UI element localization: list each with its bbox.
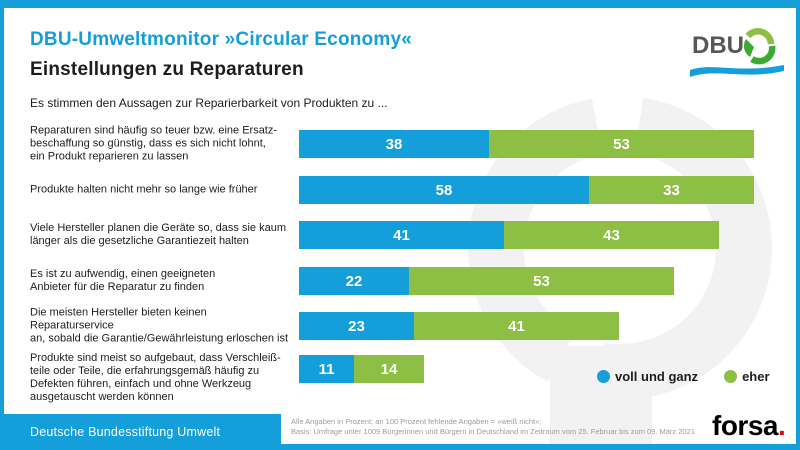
bar-value: 41 (508, 317, 525, 335)
bar-segment-voll-und-ganz: 58 (299, 176, 589, 204)
report-series-title: DBU-Umweltmonitor »Circular Economy« (30, 29, 412, 50)
row-label: Es ist zu aufwendig, einen geeigneten An… (30, 268, 216, 293)
footnote-line-2: Basis: Umfrage unter 1009 Bürgerinnen un… (291, 427, 695, 436)
forsa-logo: forsa. (712, 410, 786, 442)
bar-value: 58 (435, 181, 453, 199)
legend-item-voll-und-ganz: voll und ganz (597, 369, 698, 384)
stacked-bar: 23 41 (299, 312, 619, 340)
legend-item-eher: eher (724, 369, 770, 384)
row-label: Reparaturen sind häufig so teuer bzw. ei… (30, 124, 278, 163)
stacked-bar: 11 14 (299, 355, 424, 383)
footnote-line-1: Alle Angaben in Prozent; an 100 Prozent … (291, 417, 542, 426)
bar-segment-voll-und-ganz: 38 (299, 130, 489, 158)
dbu-logo-text: DBU (692, 32, 744, 59)
row-label: Produkte halten nicht mehr so lange wie … (30, 183, 258, 196)
bar-segment-eher: 41 (414, 312, 619, 340)
legend-dot-green-icon (724, 370, 738, 383)
bar-segment-voll-und-ganz: 23 (299, 312, 414, 340)
chart-legend: voll und ganz eher (597, 369, 770, 384)
bar-segment-eher: 53 (489, 130, 754, 158)
row-label: Die meisten Hersteller bieten keinen Rep… (30, 306, 289, 345)
stacked-bar: 41 43 (299, 221, 719, 249)
bar-segment-voll-und-ganz: 41 (299, 221, 504, 249)
row-label: Viele Hersteller planen die Geräte so, d… (30, 222, 286, 247)
bar-value: 14 (380, 360, 398, 378)
bar-value: 53 (533, 272, 550, 290)
footer-org-name: Deutsche Bundesstiftung Umwelt (30, 425, 221, 439)
bar-segment-voll-und-ganz: 11 (299, 355, 354, 383)
legend-label: eher (742, 369, 770, 384)
bar-value: 22 (345, 272, 363, 290)
bar-segment-voll-und-ganz: 22 (299, 267, 409, 295)
bar-value: 11 (318, 360, 335, 378)
footnote: Alle Angaben in Prozent; an 100 Prozent … (291, 417, 695, 437)
chart-question-subtitle: Es stimmen den Aussagen zur Reparierbark… (30, 96, 388, 110)
bar-value: 53 (613, 135, 630, 153)
bar-value: 23 (348, 317, 365, 335)
bar-segment-eher: 53 (409, 267, 674, 295)
dbu-logo-graphic-icon (690, 28, 784, 77)
stacked-bar: 38 53 (299, 130, 754, 158)
bar-value: 43 (603, 226, 620, 244)
forsa-logo-dot: . (777, 410, 786, 441)
forsa-logo-text: forsa (712, 410, 778, 441)
legend-label: voll und ganz (615, 369, 699, 384)
bar-segment-eher: 33 (589, 176, 754, 204)
bar-value: 41 (393, 226, 410, 244)
bar-value: 33 (663, 181, 680, 199)
dbu-logo: DBU (688, 26, 788, 80)
bar-segment-eher: 43 (504, 221, 719, 249)
bar-segment-eher: 14 (354, 355, 424, 383)
row-label: Produkte sind meist so aufgebaut, dass V… (30, 352, 281, 403)
stacked-bar: 22 53 (299, 267, 674, 295)
bar-value: 38 (385, 135, 403, 153)
footer-org-bar: Deutsche Bundesstiftung Umwelt (0, 414, 281, 450)
page-title: Einstellungen zu Reparaturen (30, 59, 304, 80)
legend-dot-blue-icon (597, 370, 610, 383)
stacked-bar: 58 33 (299, 176, 754, 204)
